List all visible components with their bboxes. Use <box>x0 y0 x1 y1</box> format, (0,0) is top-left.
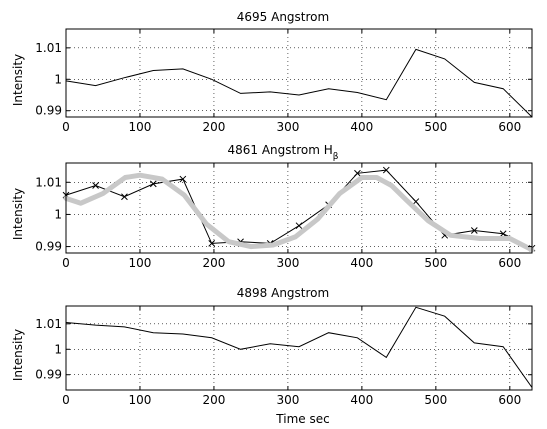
panel-title: 4861 Angstrom Hβ <box>227 143 338 162</box>
data-point-marker <box>295 222 303 230</box>
x-tick-label: 200 <box>202 256 225 270</box>
data-point-marker <box>382 166 390 174</box>
y-tick-label: 1 <box>54 207 62 221</box>
y-tick-label: 1.01 <box>35 175 62 189</box>
x-tick-label: 200 <box>202 120 225 134</box>
x-tick-label: 200 <box>202 393 225 407</box>
x-tick-label: 300 <box>276 120 299 134</box>
series-line <box>65 48 533 118</box>
panel-title-sub: β <box>333 152 339 162</box>
y-tick-label: 1.01 <box>35 41 62 55</box>
y-tick-label: 0.99 <box>35 104 62 118</box>
panel-title-main: 4695 Angstrom <box>237 10 329 24</box>
data-point-marker <box>121 193 128 201</box>
panel-title: 4898 Angstrom <box>237 286 329 300</box>
y-tick-label: 0.99 <box>35 368 62 382</box>
data-point-marker <box>149 180 157 188</box>
x-tick-label: 400 <box>350 393 373 407</box>
panel-title-main: 4861 Angstrom H <box>227 143 332 157</box>
y-axis-label: Intensity <box>11 188 25 240</box>
plot-frame <box>65 162 533 254</box>
x-tick-label: 500 <box>424 256 447 270</box>
y-tick-label: 1 <box>54 342 62 356</box>
y-tick-label: 1 <box>54 72 62 86</box>
x-axis-label: Time sec <box>275 412 329 426</box>
x-tick-label: 600 <box>498 256 521 270</box>
fit-curve <box>63 172 535 253</box>
data-point-marker <box>92 182 99 189</box>
data-point-marker <box>208 240 216 247</box>
x-tick-label: 600 <box>498 393 521 407</box>
x-tick-label: 300 <box>276 393 299 407</box>
x-tick-label: 100 <box>129 256 152 270</box>
x-tick-label: 300 <box>276 256 299 270</box>
y-axis-label: Intensity <box>11 329 25 381</box>
panel-title-main: 4898 Angstrom <box>237 286 329 300</box>
data-point-marker <box>470 227 478 234</box>
x-tick-label: 100 <box>129 393 152 407</box>
x-tick-label: 600 <box>498 120 521 134</box>
panel-title: 4695 Angstrom <box>237 10 329 24</box>
panel-4861-hbeta: 4861 Angstrom Hβ Intensity 0 100 200 300 400… <box>11 143 536 270</box>
x-tick-label: 0 <box>62 256 70 270</box>
series-line <box>65 306 533 388</box>
plot-frame <box>65 28 533 118</box>
panel-4695: 4695 Angstrom Intensity 0 100 200 300 400 500… <box>11 10 533 134</box>
y-axis-label: Intensity <box>11 54 25 106</box>
data-point-marker <box>354 169 361 177</box>
x-tick-label: 500 <box>424 393 447 407</box>
plot-frame <box>65 305 533 391</box>
x-tick-label: 0 <box>62 393 70 407</box>
x-tick-label: 0 <box>62 120 70 134</box>
x-tick-label: 500 <box>424 120 447 134</box>
panel-4898: 4898 Angstrom Intensity Time sec 0 100 200… <box>11 286 533 426</box>
data-point-marker <box>412 198 420 205</box>
y-tick-label: 1.01 <box>35 317 62 331</box>
x-tick-label: 400 <box>350 256 373 270</box>
y-tick-label: 0.99 <box>35 240 62 254</box>
x-tick-label: 400 <box>350 120 373 134</box>
data-point-marker <box>179 175 187 183</box>
x-tick-label: 100 <box>129 120 152 134</box>
data-point-marker <box>499 230 507 238</box>
